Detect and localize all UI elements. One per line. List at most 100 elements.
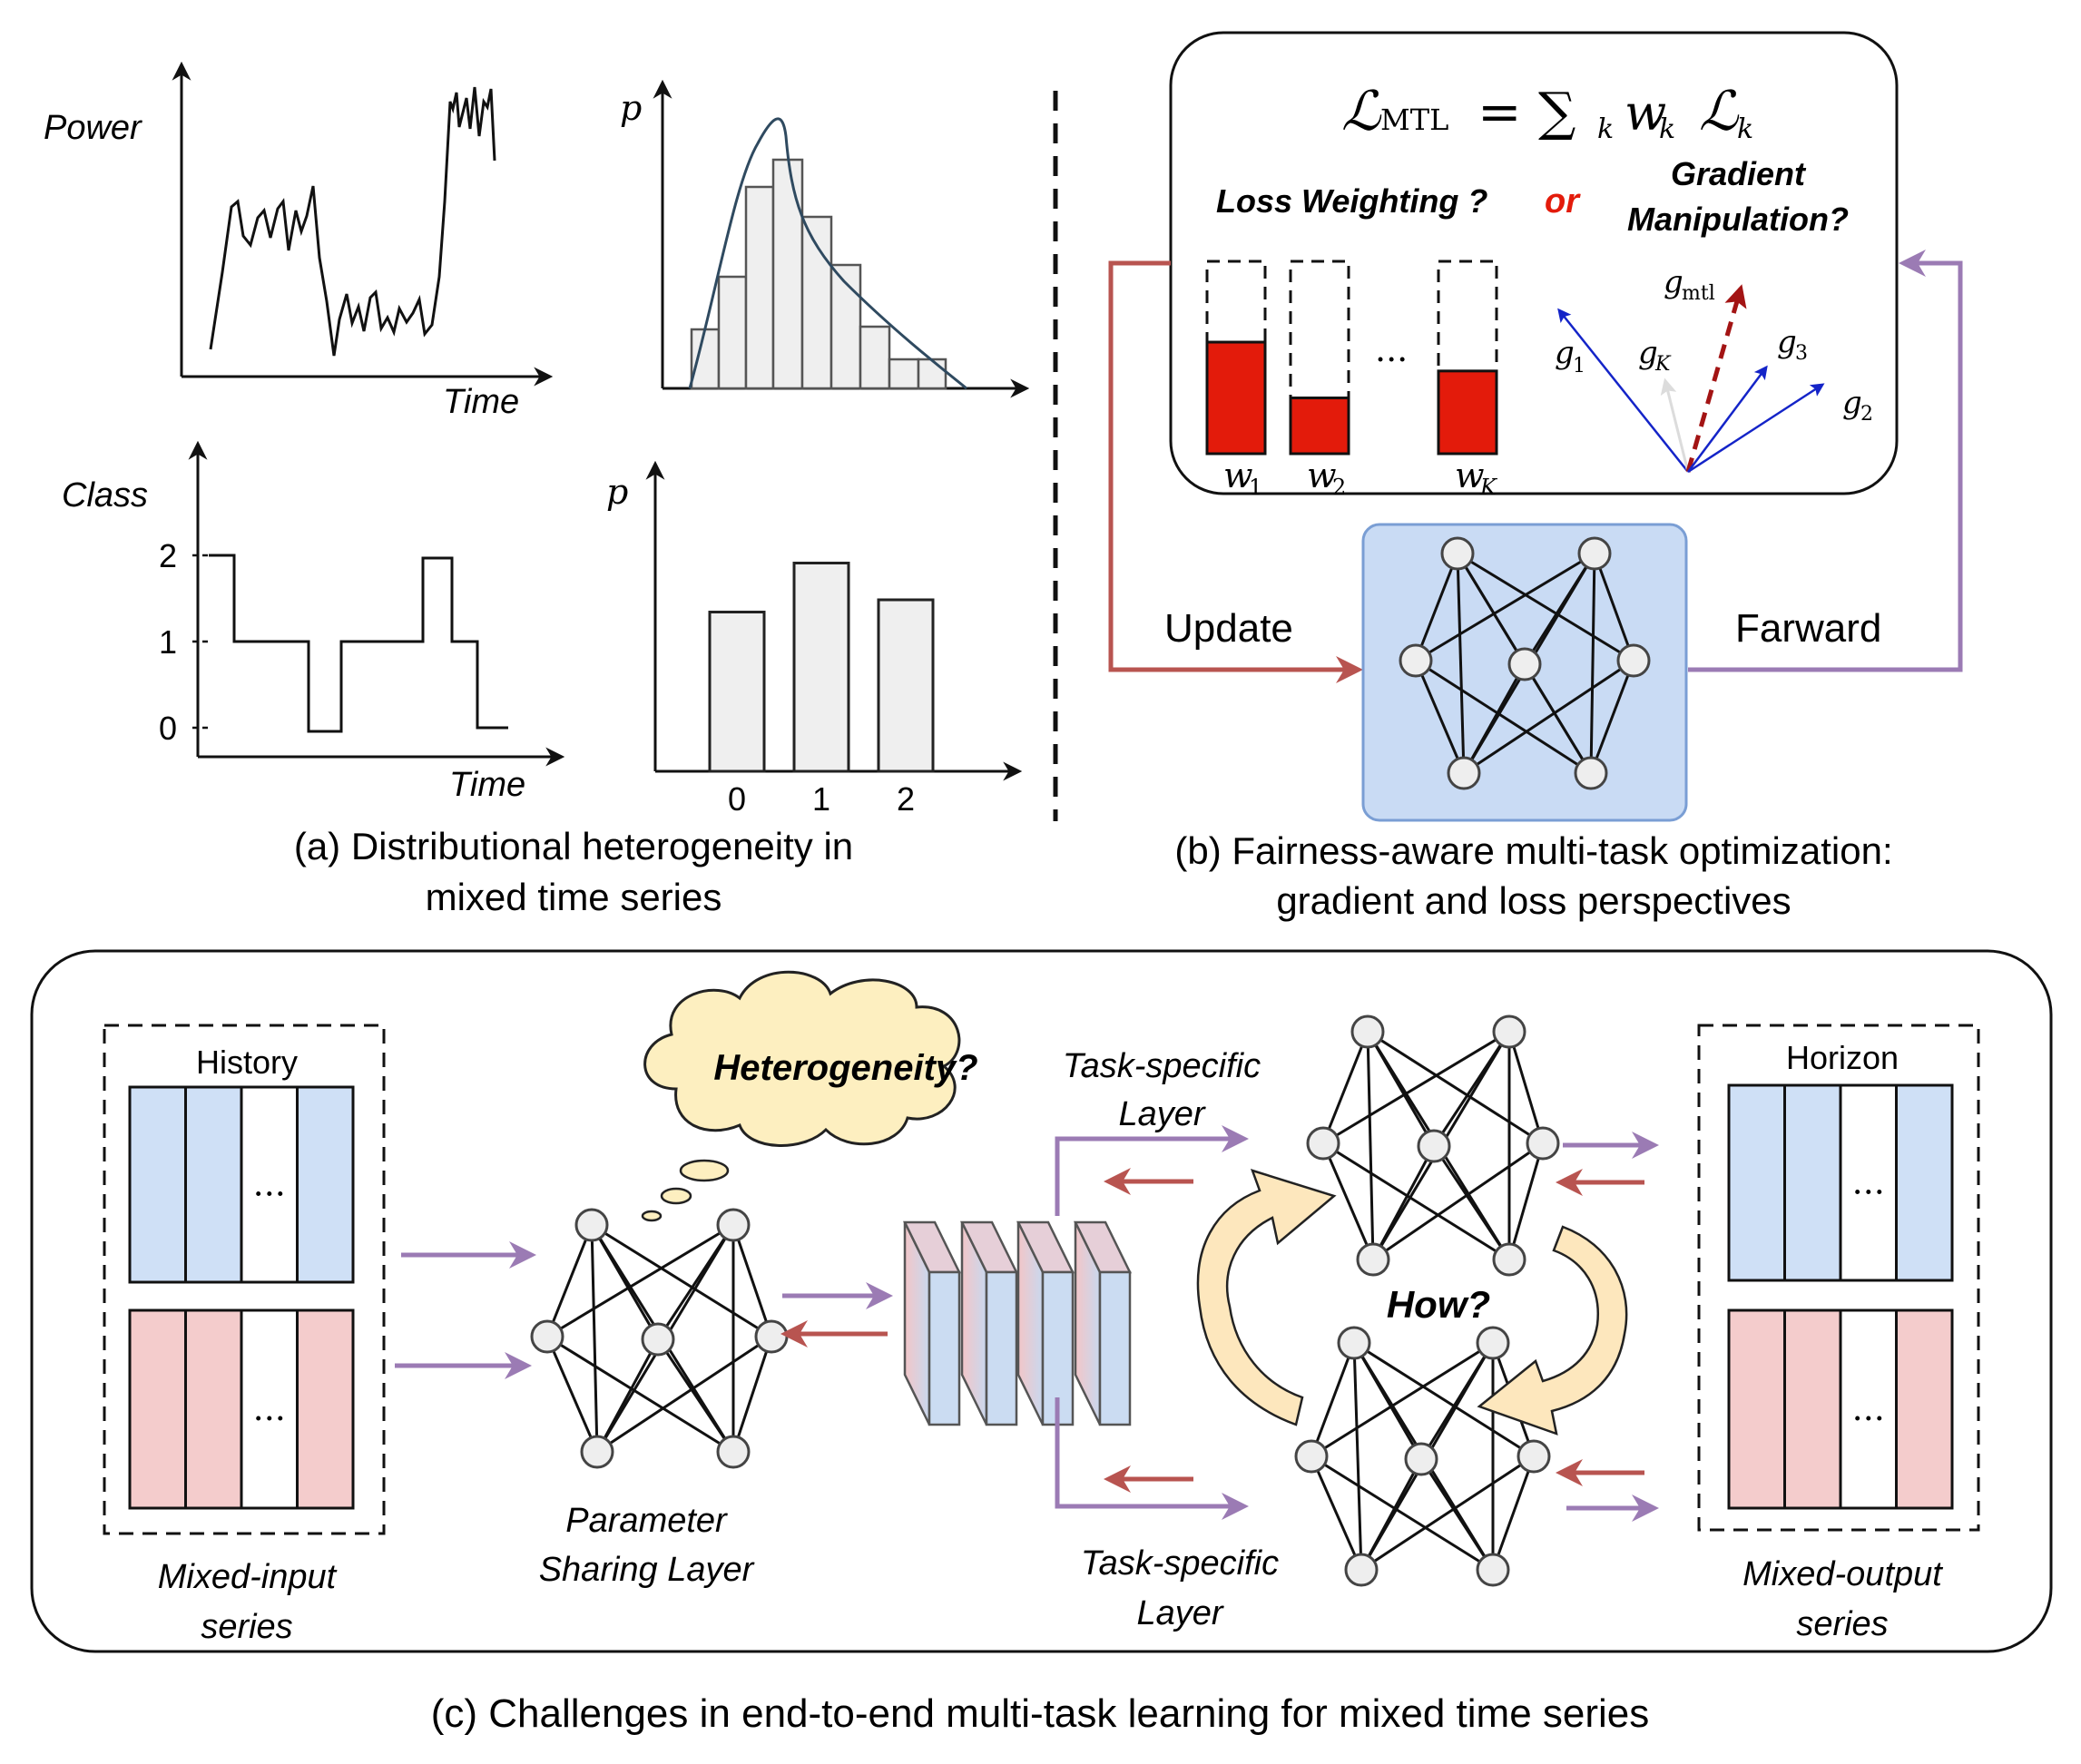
shared-network (530, 1208, 789, 1469)
history-pink-series: ... (128, 1308, 355, 1510)
network-edge (1457, 552, 1634, 662)
heterogeneity-label: Heterogeneity? (713, 1048, 977, 1088)
hist-bar (717, 275, 748, 390)
weight-fill-2 (1289, 397, 1350, 456)
or-label: or (1545, 182, 1581, 220)
panel-c: History ... ... Mixed-input series Heter… (30, 949, 2053, 1653)
network-edge (590, 1224, 599, 1453)
series-column (1895, 1083, 1954, 1282)
history-dashed-box (103, 1024, 386, 1535)
feature-cubes (902, 1220, 1133, 1426)
class-bar-tick-2: 2 (897, 780, 915, 818)
power-time-label: Time (443, 383, 519, 421)
series-column (1727, 1083, 1786, 1282)
series-column (296, 1085, 355, 1284)
series-column (1783, 1308, 1842, 1510)
network-node (1492, 1014, 1526, 1049)
formula-sum-k: k (1597, 113, 1614, 145)
cube-front (985, 1270, 1018, 1426)
network-node (1440, 536, 1475, 571)
class-tick-marks (192, 554, 209, 730)
formula-w-k: k (1659, 113, 1675, 145)
network-edge (546, 1223, 734, 1338)
how-label: How? (1387, 1283, 1490, 1326)
gradient-vectors: g 1 g K g mtl g 3 g 2 (1555, 264, 1873, 474)
weight-label-1: w (1223, 456, 1253, 495)
history-label: History (196, 1044, 298, 1081)
gK-sub: K (1654, 353, 1672, 376)
weight-sub-1: 1 (1249, 475, 1262, 500)
power-plot: Power Time (44, 61, 554, 421)
network-edge (1589, 553, 1596, 774)
gradient-label-line1: Gradient (1671, 155, 1807, 192)
weight-fill-1 (1205, 340, 1267, 456)
network-node (530, 1319, 564, 1354)
series-column (1727, 1308, 1786, 1510)
weight-label-2: w (1307, 456, 1337, 495)
network-node (1476, 1326, 1510, 1360)
panel-a: Power Time p (44, 61, 1030, 918)
network-edge (1491, 1455, 1536, 1571)
gmtl-vector (1685, 284, 1747, 473)
network-edge (1310, 1455, 1363, 1571)
g1-sub: 1 (1573, 355, 1585, 377)
network-edge (1414, 553, 1459, 662)
network-edge (1310, 1455, 1494, 1572)
hist-bar (829, 263, 862, 390)
class-bar-labels: 0 1 2 (728, 780, 915, 818)
formula-eq-sum: = ∑ (1477, 81, 1575, 142)
mixed-output-line2: series (1796, 1605, 1888, 1643)
class-bars (708, 562, 935, 773)
task-top-line1: Task-specific (1063, 1047, 1261, 1085)
series-column (1895, 1308, 1954, 1510)
network-edge (1372, 1142, 1544, 1261)
network-edge (1310, 1342, 1356, 1457)
caption-c: (c) Challenges in end-to-end multi-task … (431, 1691, 1650, 1736)
loss-weighting-label: Loss Weighting ? (1216, 182, 1487, 220)
hist-p-label: p (620, 88, 642, 128)
panel-b: ℒ MTL = ∑ k w k ℒ k Loss Weighting ? or … (1108, 31, 1963, 922)
network-node (1350, 1014, 1385, 1049)
network-node (1526, 1126, 1560, 1161)
class-plot: Class Time 2 1 0 (62, 440, 565, 804)
network-node (1577, 536, 1612, 571)
caption-a-line1: (a) Distributional heterogeneity in (294, 825, 853, 867)
density-curve (688, 117, 967, 390)
histogram-plot: p (620, 79, 1030, 398)
weight-label-K: w (1455, 456, 1485, 495)
hist-bar (917, 358, 947, 390)
g3-sub: 3 (1795, 342, 1808, 365)
network-edge (731, 1336, 773, 1453)
cube-front (928, 1270, 961, 1426)
hist-bar (859, 325, 891, 390)
mixed-input-line2: series (201, 1608, 292, 1646)
network-node (1404, 1442, 1438, 1476)
forward-label: Farward (1735, 606, 1881, 651)
network-node (1574, 756, 1608, 790)
series-column (1783, 1083, 1842, 1282)
hist-bar (690, 328, 721, 390)
series-column (128, 1308, 187, 1510)
branch-top-arrow (1055, 1125, 1249, 1216)
network-edge (546, 1335, 734, 1454)
weight-fill-K (1437, 369, 1498, 456)
horizon-blue-series: ... (1727, 1083, 1954, 1282)
class-axis-label: Class (62, 476, 148, 514)
gK-vector (1660, 377, 1690, 473)
network-node (1492, 1242, 1526, 1277)
task-network-bottom (1294, 1326, 1551, 1587)
network-node (1337, 1326, 1371, 1360)
hist-bar (771, 158, 804, 390)
network-edge (1321, 1142, 1375, 1260)
caption-b-line2: gradient and loss perspectives (1276, 879, 1791, 922)
formula-sub-mtl: MTL (1380, 103, 1448, 137)
network-node (1399, 643, 1433, 678)
network-node (1507, 647, 1542, 681)
class-tick-0: 0 (159, 710, 177, 747)
network-edge (1415, 552, 1595, 662)
formula-w: w (1625, 84, 1666, 142)
g2-vector (1687, 383, 1825, 474)
g2-label: g (1842, 385, 1862, 421)
network-edge (596, 1335, 772, 1454)
network-edge (1415, 659, 1592, 775)
